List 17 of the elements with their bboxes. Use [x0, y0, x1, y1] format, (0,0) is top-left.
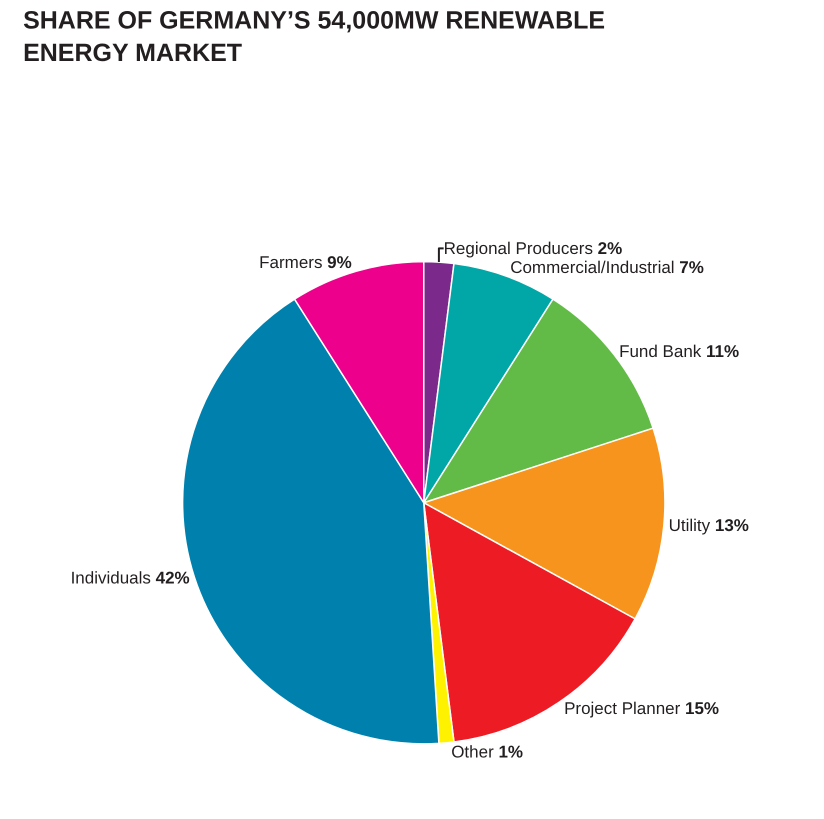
- slice-label: Commercial/Industrial: [510, 258, 675, 277]
- data-label: 7%: [679, 258, 704, 277]
- data-label: 42%: [156, 568, 190, 588]
- data-label: 2%: [598, 238, 622, 258]
- data-label: 11%: [706, 342, 740, 361]
- slice-label: Farmers: [259, 252, 322, 272]
- data-label: 1%: [498, 742, 524, 762]
- data-label: 13%: [714, 516, 749, 536]
- slice-label: Other: [451, 742, 494, 762]
- chart-title: SHARE OF GERMANY’S 54,000MW RENEWABLE ENERGY MARKET: [23, 6, 606, 68]
- data-label: 9%: [327, 252, 352, 272]
- slice-label: Project Planner: [564, 699, 680, 718]
- data-label: 15%: [685, 699, 720, 718]
- slice-label: Individuals: [70, 568, 151, 588]
- slice-label: Regional Producers: [444, 238, 593, 258]
- slice-label: Utility: [668, 516, 710, 536]
- slice-label: Fund Bank: [619, 342, 702, 361]
